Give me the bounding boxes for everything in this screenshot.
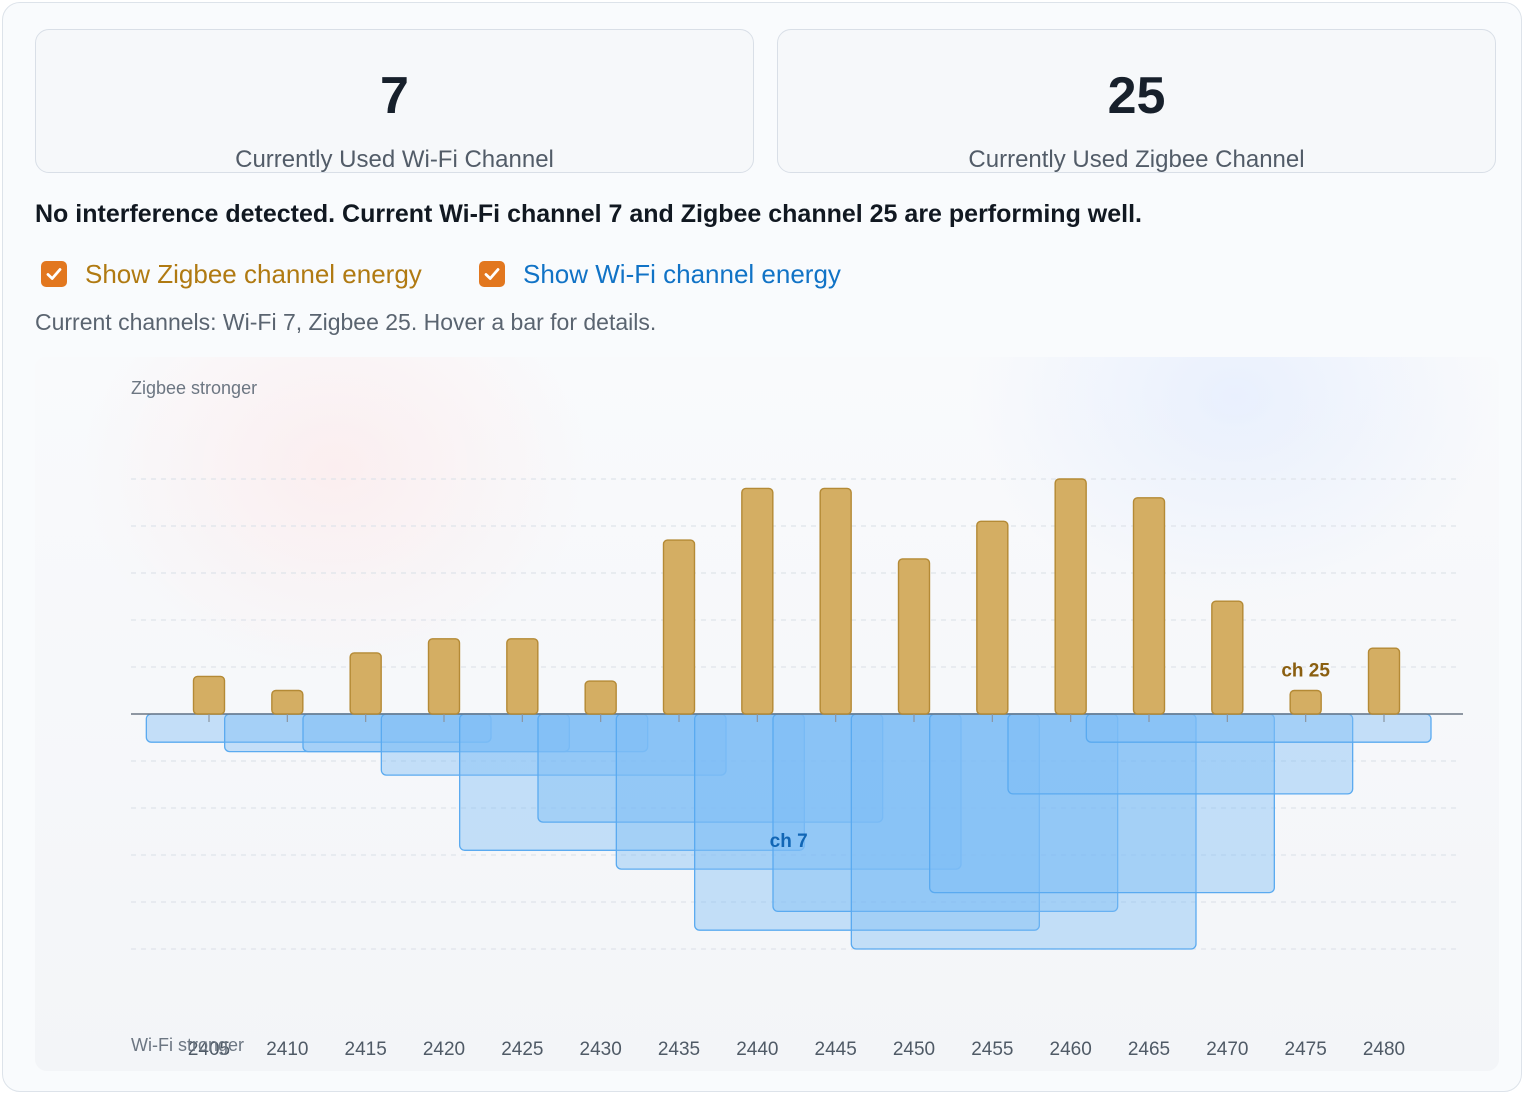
x-tick-label: 2470 bbox=[1206, 1039, 1248, 1060]
wifi-toggle-label: Show Wi-Fi channel energy bbox=[523, 258, 841, 289]
current-channels-hint: Current channels: Wi-Fi 7, Zigbee 25. Ho… bbox=[35, 309, 657, 335]
zigbee-toggle-label: Show Zigbee channel energy bbox=[85, 258, 422, 289]
zigbee-checkbox[interactable] bbox=[41, 261, 67, 287]
x-tick-label: 2460 bbox=[1050, 1039, 1092, 1060]
zigbee-bar-ch18[interactable] bbox=[741, 487, 774, 715]
zigbee-bar-ch19[interactable] bbox=[819, 487, 852, 715]
zigbee-stronger-label: Zigbee stronger bbox=[131, 378, 257, 398]
zigbee-bar-ch14[interactable] bbox=[427, 638, 461, 715]
wifi-bar-ch13[interactable] bbox=[1085, 713, 1432, 743]
zigbee-channel-value: 25 bbox=[1107, 67, 1166, 125]
x-tick-label: 2425 bbox=[501, 1039, 543, 1060]
x-tick-label: 2435 bbox=[658, 1039, 700, 1060]
zigbee-bar-ch24[interactable] bbox=[1211, 600, 1244, 715]
x-tick-label: 2430 bbox=[580, 1039, 622, 1060]
zigbee-bar-ch12[interactable] bbox=[271, 689, 304, 715]
zigbee-bars bbox=[192, 478, 1401, 715]
zigbee-bar-ch15[interactable] bbox=[506, 638, 539, 715]
check-icon bbox=[46, 268, 62, 280]
energy-chart-svg: 2405 2410 2415 2420 2425 2430 2435 2440 2445 2450… bbox=[131, 378, 1463, 1060]
grid-lines bbox=[131, 478, 1459, 950]
check-icon bbox=[484, 268, 500, 280]
x-tick-label: 2445 bbox=[815, 1039, 857, 1060]
chart-labels: Zigbee stronger Wi-Fi stronger ch 25 ch 7 bbox=[131, 378, 1330, 1055]
x-tick-label: 2450 bbox=[893, 1039, 935, 1060]
current-zigbee-label: ch 25 bbox=[1281, 661, 1330, 682]
zigbee-bar-ch21[interactable] bbox=[976, 520, 1009, 715]
wifi-checkbox[interactable] bbox=[479, 261, 505, 287]
wifi-channel-label: Currently Used Wi-Fi Channel bbox=[235, 146, 554, 173]
x-tick-label: 2465 bbox=[1128, 1039, 1170, 1060]
x-tick-label: 2455 bbox=[971, 1039, 1013, 1060]
interference-status: No interference detected. Current Wi-Fi … bbox=[35, 200, 1142, 228]
zigbee-bar-ch16[interactable] bbox=[584, 680, 617, 715]
current-wifi-label: ch 7 bbox=[770, 831, 808, 852]
zigbee-bar-ch20[interactable] bbox=[897, 558, 931, 715]
zigbee-bar-ch22[interactable] bbox=[1054, 478, 1087, 715]
zigbee-energy-toggle[interactable]: Show Zigbee channel energy bbox=[41, 259, 422, 289]
x-axis-ticks: 2405 2410 2415 2420 2425 2430 2435 2440 2445 2450… bbox=[188, 714, 1405, 1060]
zigbee-bar-ch13[interactable] bbox=[349, 652, 382, 715]
x-tick-label: 2415 bbox=[345, 1039, 387, 1060]
zigbee-channel-card: 25 Currently Used Zigbee Channel bbox=[777, 29, 1496, 173]
zigbee-channel-label: Currently Used Zigbee Channel bbox=[968, 146, 1305, 173]
zigbee-bar-ch11[interactable] bbox=[192, 675, 226, 715]
zigbee-bar-ch17[interactable] bbox=[662, 539, 696, 715]
zigbee-bar-ch25[interactable] bbox=[1289, 689, 1322, 715]
x-tick-label: 2405 bbox=[188, 1039, 230, 1060]
x-tick-label: 2440 bbox=[736, 1039, 778, 1060]
channel-energy-chart: 2405 2410 2415 2420 2425 2430 2435 2440 2445 2450… bbox=[35, 357, 1499, 1071]
wifi-energy-toggle[interactable]: Show Wi-Fi channel energy bbox=[479, 259, 841, 289]
wifi-bars bbox=[145, 713, 1432, 950]
x-tick-label: 2410 bbox=[266, 1039, 308, 1060]
x-tick-label: 2420 bbox=[423, 1039, 465, 1060]
wifi-channel-card: 7 Currently Used Wi-Fi Channel bbox=[35, 29, 754, 173]
wifi-stronger-label: Wi-Fi stronger bbox=[131, 1035, 244, 1055]
zigbee-bar-ch26[interactable] bbox=[1367, 647, 1401, 715]
zigbee-bar-ch23[interactable] bbox=[1132, 497, 1166, 715]
wifi-channel-value: 7 bbox=[380, 67, 409, 125]
x-tick-label: 2475 bbox=[1285, 1039, 1327, 1060]
x-tick-label: 2480 bbox=[1363, 1039, 1405, 1060]
